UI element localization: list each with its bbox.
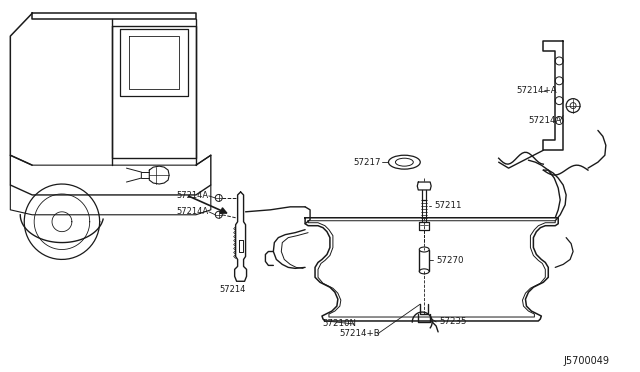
Text: 57211: 57211 [434,201,461,210]
Text: J5700049: J5700049 [563,356,609,366]
Text: 57214: 57214 [220,285,246,294]
Text: 57270: 57270 [436,256,463,265]
Text: 57214A: 57214A [176,192,208,201]
Text: 57210N: 57210N [322,320,356,328]
Text: 57235: 57235 [439,317,467,327]
Text: 57214+A: 57214+A [516,86,557,95]
Text: 57217: 57217 [354,158,381,167]
Text: 57214A: 57214A [176,207,208,216]
Text: 57214+B: 57214+B [340,329,381,339]
Text: 57214A: 57214A [529,116,562,125]
